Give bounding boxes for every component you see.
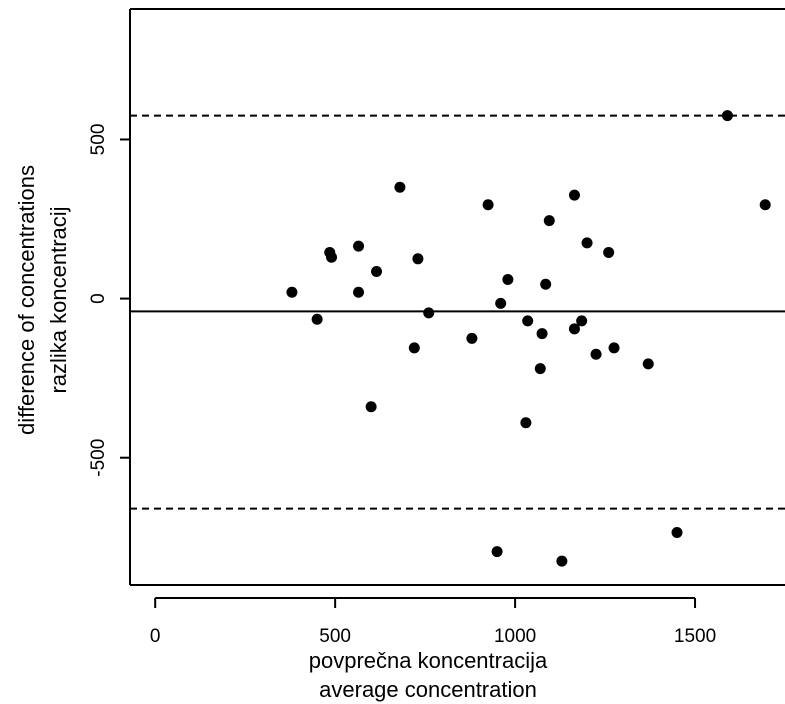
y-tick-label: -500 [88, 439, 109, 477]
x-axis: 0 500 1000 1500 [150, 597, 716, 647]
data-point [286, 286, 298, 298]
data-point [534, 363, 546, 375]
data-point [495, 297, 507, 309]
data-point [540, 278, 552, 290]
y-tick-label: 0 [88, 293, 109, 304]
data-point [759, 199, 771, 211]
data-point [353, 286, 365, 298]
data-point [311, 313, 323, 325]
data-point [365, 401, 377, 413]
data-point [412, 253, 424, 265]
data-point [543, 215, 555, 227]
data-point [568, 189, 580, 201]
data-point [502, 273, 514, 285]
data-point [522, 315, 534, 327]
data-point [590, 348, 602, 360]
data-point [408, 342, 420, 354]
x-tick-label: 0 [150, 626, 161, 647]
y-axis: -500 0 500 [88, 124, 130, 477]
data-point [326, 251, 338, 263]
y-axis-title-secondary: razlika koncentracij [46, 206, 71, 393]
data-point [353, 240, 365, 252]
data-point [466, 332, 478, 344]
data-point [491, 546, 503, 558]
x-tick-label: 1000 [494, 626, 536, 647]
data-point [608, 342, 620, 354]
x-tick-label: 500 [319, 626, 351, 647]
x-axis-title-secondary: average concentration [319, 677, 537, 702]
reference-lines [130, 114, 785, 510]
data-points [286, 110, 771, 567]
y-axis-title: difference of concentrations [14, 165, 39, 435]
data-point [423, 307, 435, 319]
x-axis-title: povprečna koncentracija [309, 648, 548, 673]
data-point [394, 181, 406, 193]
data-point [568, 323, 580, 335]
data-point [671, 526, 683, 538]
data-point [520, 417, 532, 429]
data-point [721, 110, 733, 122]
data-point [556, 555, 568, 567]
x-tick-label: 1500 [674, 626, 716, 647]
data-point [603, 246, 615, 258]
data-point [642, 358, 654, 370]
data-point [581, 237, 593, 249]
data-point [482, 199, 494, 211]
y-tick-label: 500 [88, 124, 109, 156]
data-point [576, 315, 588, 327]
data-point [536, 328, 548, 340]
data-point [371, 266, 383, 278]
